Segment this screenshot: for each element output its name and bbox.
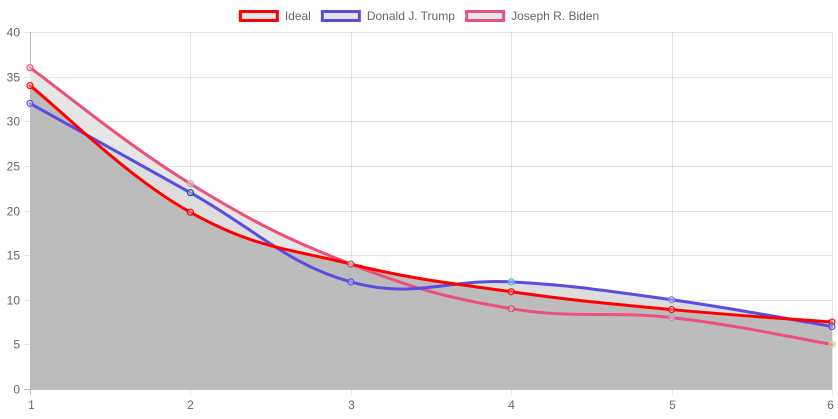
legend-swatch[interactable] — [320, 10, 361, 22]
series-line-1 — [28, 84, 834, 324]
x-tick-label: 1 — [28, 398, 35, 412]
x-tick-label: 6 — [827, 398, 834, 412]
y-axis-ticks: 0 5 10 15 20 25 30 35 40 — [7, 26, 21, 397]
data-point[interactable] — [186, 189, 194, 197]
legend[interactable]: Ideal Donald J. Trump Joseph R. Biden — [238, 9, 600, 23]
legend-label[interactable]: Joseph R. Biden — [511, 9, 599, 23]
data-point[interactable] — [507, 278, 515, 286]
legend-item-2[interactable]: Donald J. Trump — [320, 9, 455, 23]
data-point[interactable] — [26, 99, 34, 108]
data-point[interactable] — [186, 208, 194, 216]
y-tick-label: 20 — [7, 205, 21, 219]
data-point[interactable] — [667, 296, 676, 304]
series-line-3 — [28, 66, 834, 346]
y-tick-label: 35 — [7, 71, 21, 85]
series-lines — [28, 66, 834, 346]
x-axis-ticks: 1 2 3 4 5 6 — [28, 398, 834, 412]
series-line-2 — [28, 101, 834, 329]
legend-item-1[interactable]: Ideal — [238, 9, 311, 23]
series-fill-1 — [30, 85, 832, 390]
y-tick-label: 15 — [7, 249, 21, 263]
legend-swatch[interactable] — [238, 10, 279, 22]
data-point[interactable] — [828, 340, 836, 348]
legend-label[interactable]: Donald J. Trump — [367, 9, 455, 23]
series-fills — [30, 67, 832, 390]
data-point[interactable] — [507, 305, 515, 313]
y-tick-label: 30 — [7, 115, 21, 129]
data-point[interactable] — [667, 305, 676, 314]
data-point[interactable] — [26, 64, 34, 72]
data-point[interactable] — [828, 322, 836, 331]
y-tick-label: 40 — [7, 26, 21, 40]
data-point[interactable] — [507, 288, 515, 296]
y-tick-label: 5 — [13, 338, 20, 352]
series-points — [26, 64, 836, 348]
data-point[interactable] — [347, 278, 355, 286]
x-tick-label: 5 — [669, 398, 676, 412]
data-point[interactable] — [26, 81, 34, 90]
x-tick-label: 4 — [508, 398, 515, 412]
x-tick-label: 3 — [348, 398, 355, 412]
y-tick-label: 0 — [13, 383, 20, 397]
x-tick-label: 2 — [187, 398, 194, 412]
y-tick-label: 25 — [7, 160, 21, 174]
legend-swatch[interactable] — [465, 10, 506, 22]
legend-item-3[interactable]: Joseph R. Biden — [465, 9, 600, 23]
data-point[interactable] — [186, 180, 194, 188]
data-point[interactable] — [347, 260, 355, 268]
y-tick-label: 10 — [7, 294, 21, 308]
legend-label[interactable]: Ideal — [285, 9, 311, 23]
data-point[interactable] — [667, 314, 676, 322]
